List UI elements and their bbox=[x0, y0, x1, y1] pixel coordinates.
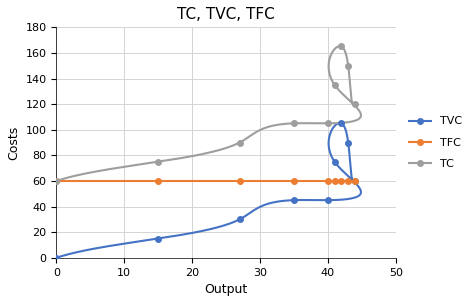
Y-axis label: Costs: Costs bbox=[7, 125, 20, 160]
Legend: TVC, TFC, TC: TVC, TFC, TC bbox=[405, 112, 467, 173]
X-axis label: Output: Output bbox=[204, 283, 247, 296]
Title: TC, TVC, TFC: TC, TVC, TFC bbox=[177, 7, 275, 22]
